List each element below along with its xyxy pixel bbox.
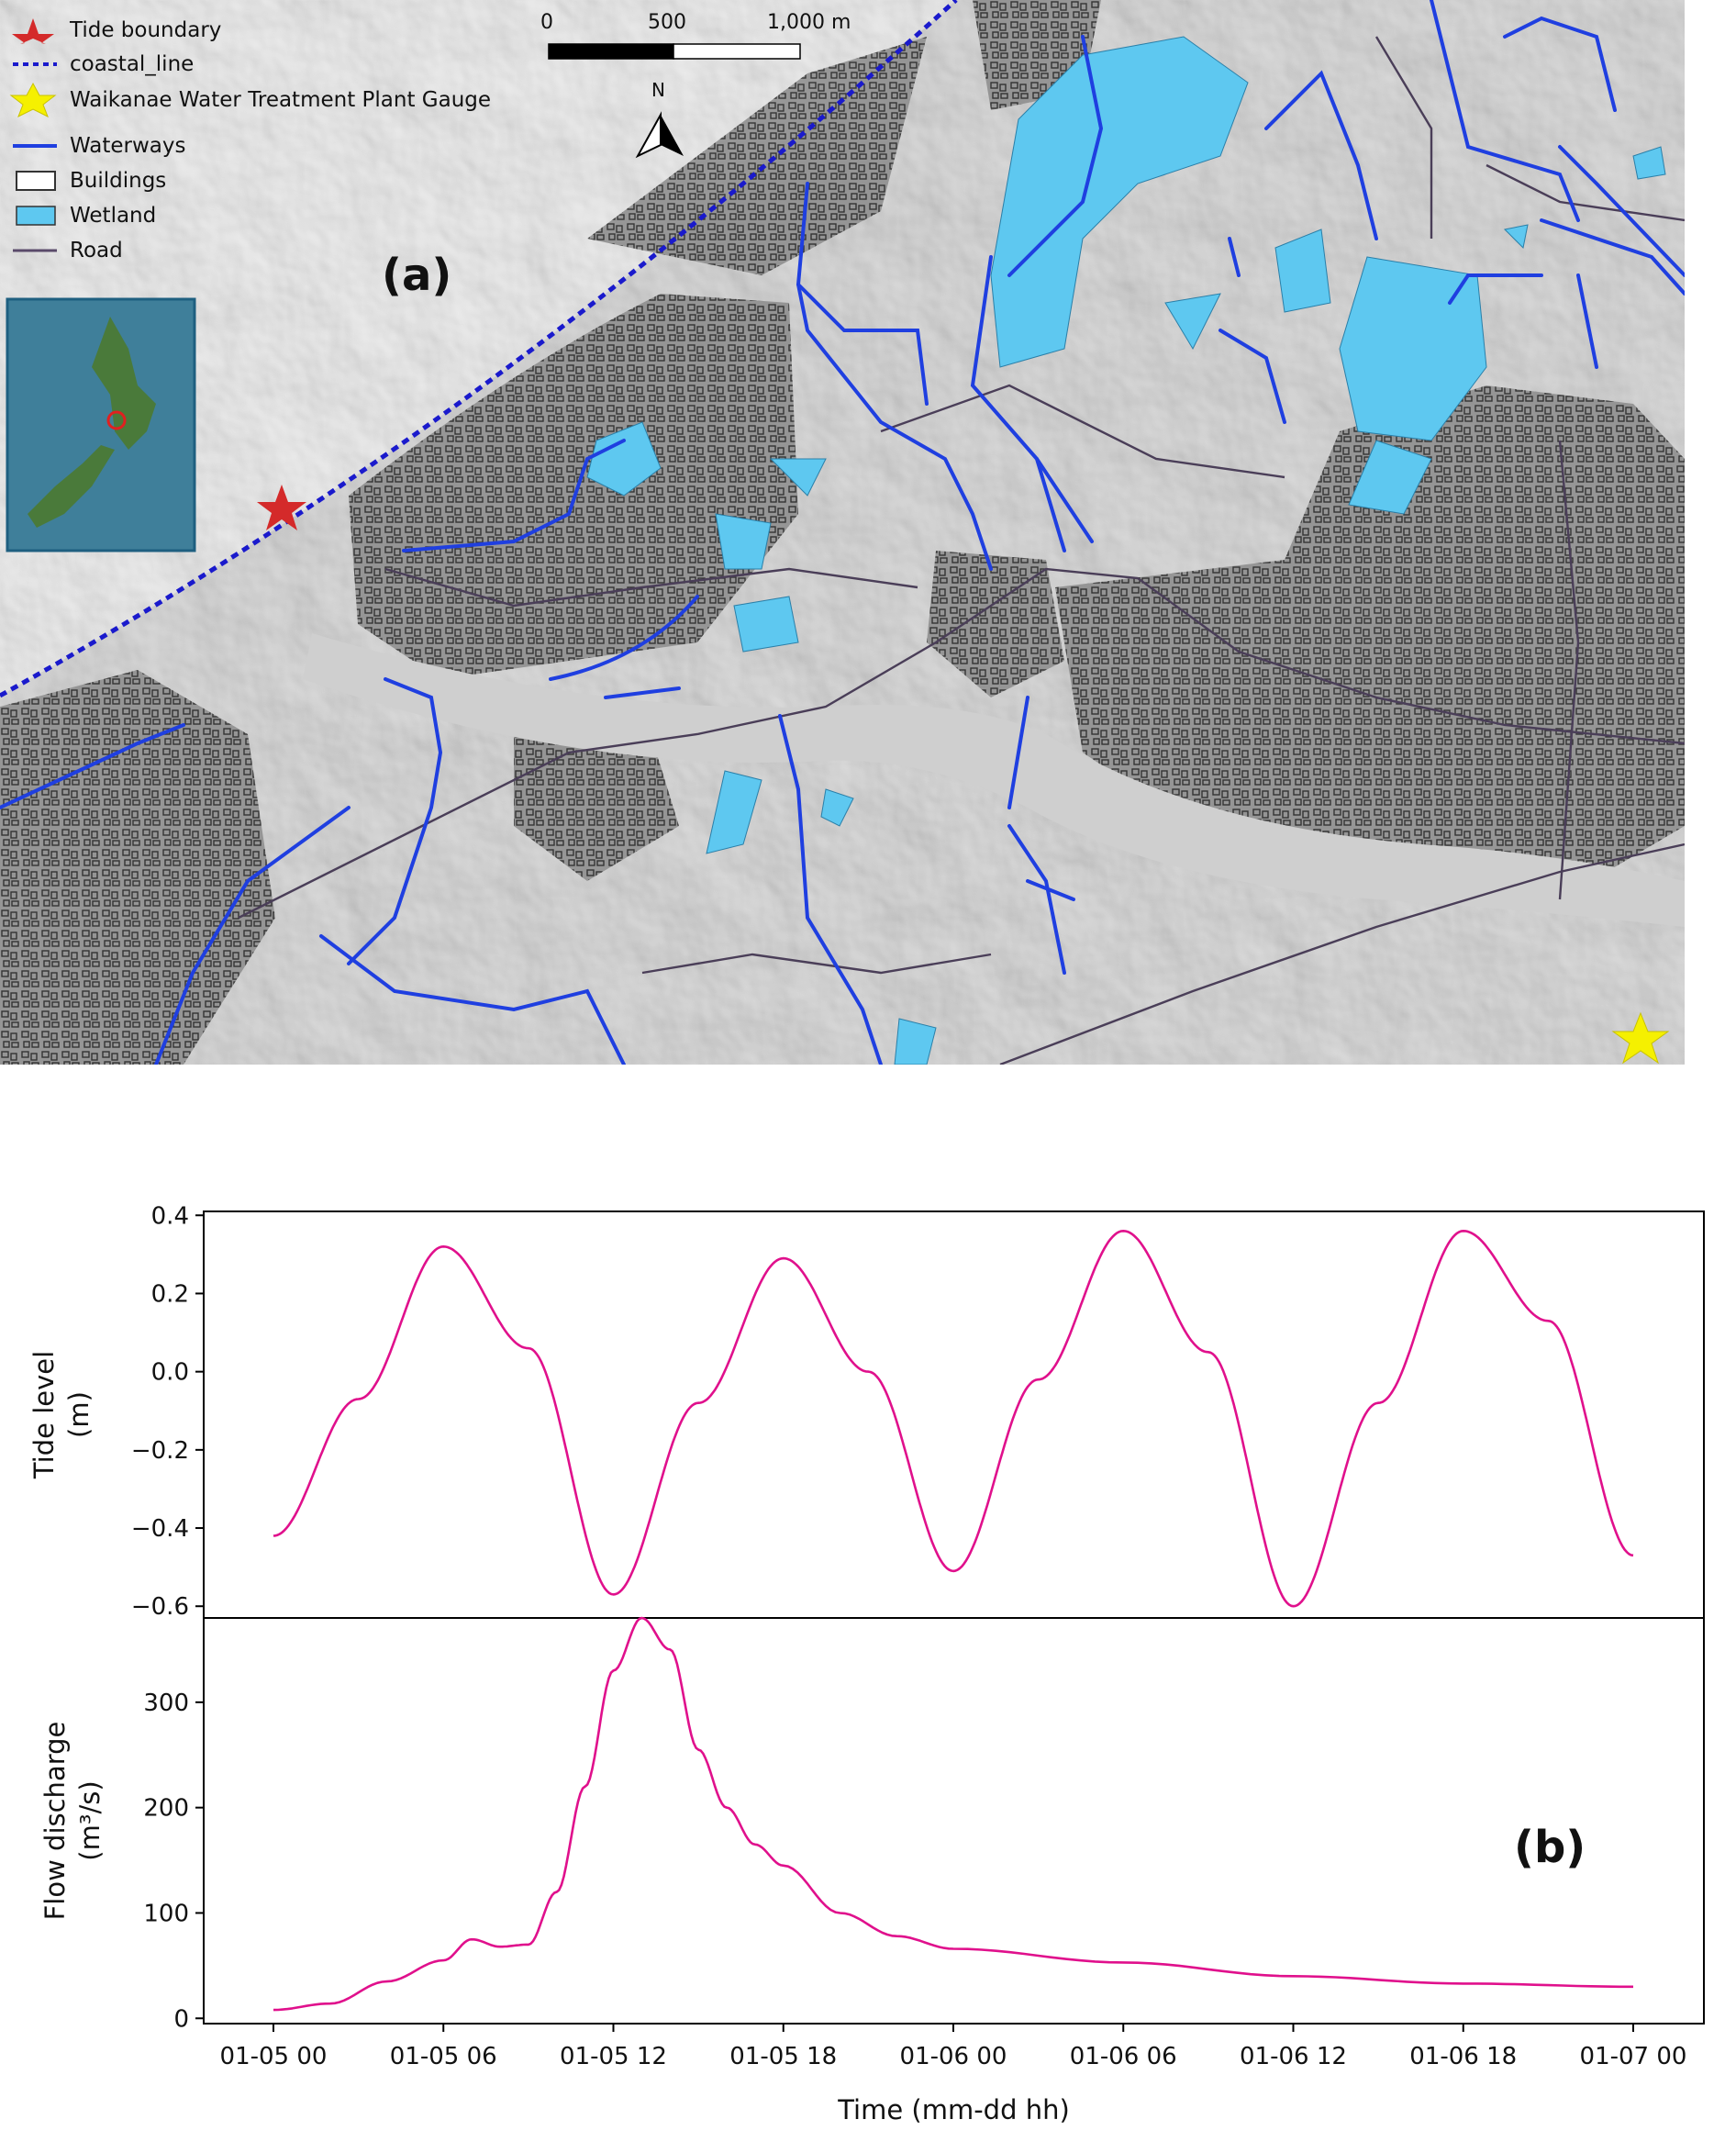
- flow-discharge-chart: 300 200 100 0 Flow discharge (m³/s) 01-05 00 01…: [39, 1616, 1705, 2125]
- coastal-line: [0, 0, 958, 698]
- y-tick-label: −0.2: [131, 1437, 189, 1465]
- y-tick-label: 100: [143, 1900, 189, 1927]
- legend-item-road: Road: [6, 237, 123, 264]
- filled-box-icon: [16, 206, 56, 226]
- y-axis-label: Tide level: [28, 1351, 60, 1479]
- y-tick-label: 0.0: [151, 1359, 189, 1387]
- y-tick-label: 300: [143, 1690, 189, 1717]
- axes-frame: [203, 1617, 1705, 2025]
- x-tick-label: 01-06 00: [900, 2043, 1007, 2070]
- waterway-line-icon: [13, 144, 57, 148]
- scale-label-500: 500: [648, 11, 686, 34]
- y-tick-label: 200: [143, 1795, 189, 1823]
- road-network: [238, 36, 1685, 1065]
- x-tick-label: 01-06 12: [1240, 2043, 1347, 2070]
- tide-level-chart: 0.4 0.2 0.0 −0.2 −0.4 −0.6 Tide level (m): [28, 1202, 1705, 1621]
- scale-label-0: 0: [540, 11, 553, 34]
- road-line-icon: [13, 249, 57, 252]
- legend-item-waterways: Waterways: [6, 132, 186, 160]
- inset-map: [6, 297, 196, 552]
- river-valley: [303, 633, 1685, 927]
- series-line: [273, 1616, 1633, 2012]
- y-axis-label: Flow discharge: [39, 1722, 71, 1921]
- yellow-star-icon: [9, 82, 57, 118]
- red-star-icon: [12, 18, 54, 44]
- waterway-network: [0, 0, 1685, 1065]
- y-axis-unit: (m³/s): [74, 1780, 106, 1860]
- series-line: [273, 1230, 1634, 1608]
- legend-item-tide-boundary: Tide boundary: [6, 17, 221, 44]
- inset-location-marker-icon: [106, 410, 127, 430]
- north-arrow-label: N: [651, 79, 665, 101]
- tide-boundary-star-icon: [257, 485, 306, 530]
- legend-item-wetland: Wetland: [6, 202, 156, 229]
- panel-a-label: (a): [382, 250, 452, 301]
- panel-b-label: (b): [1514, 1822, 1586, 1873]
- dashed-line-icon: [13, 62, 57, 66]
- map-canvas: [0, 0, 1685, 1065]
- y-axis-unit: (m): [63, 1391, 95, 1438]
- gauge-star-icon: [1611, 1011, 1670, 1065]
- y-tick-label: 0: [173, 2005, 189, 2033]
- x-tick-label: 01-06 06: [1070, 2043, 1177, 2070]
- scale-bar: [548, 43, 801, 60]
- legend-item-gauge: Waikanae Water Treatment Plant Gauge: [6, 82, 491, 118]
- x-tick-label: 01-05 06: [390, 2043, 497, 2070]
- legend-item-coastal-line: coastal_line: [6, 50, 194, 78]
- x-tick-label: 01-06 18: [1409, 2043, 1517, 2070]
- x-axis-label: Time (mm-dd hh): [837, 2094, 1070, 2125]
- north-arrow-icon: [635, 111, 684, 159]
- axes-frame: [203, 1210, 1705, 1619]
- y-tick-label: −0.4: [131, 1515, 189, 1543]
- x-tick-label: 01-05 12: [560, 2043, 667, 2070]
- outline-box-icon: [16, 171, 56, 191]
- x-tick-label: 01-07 00: [1580, 2043, 1687, 2070]
- y-tick-label: 0.4: [151, 1202, 189, 1230]
- legend-item-buildings: Buildings: [6, 167, 166, 195]
- map-panel: Tide boundary coastal_line Waikanae Wate…: [0, 0, 1685, 1065]
- x-tick-label: 01-05 18: [729, 2043, 837, 2070]
- y-tick-label: 0.2: [151, 1280, 189, 1308]
- x-tick-label: 01-05 00: [220, 2043, 328, 2070]
- y-tick-label: −0.6: [131, 1593, 189, 1621]
- scale-label-1000: 1,000 m: [767, 11, 851, 34]
